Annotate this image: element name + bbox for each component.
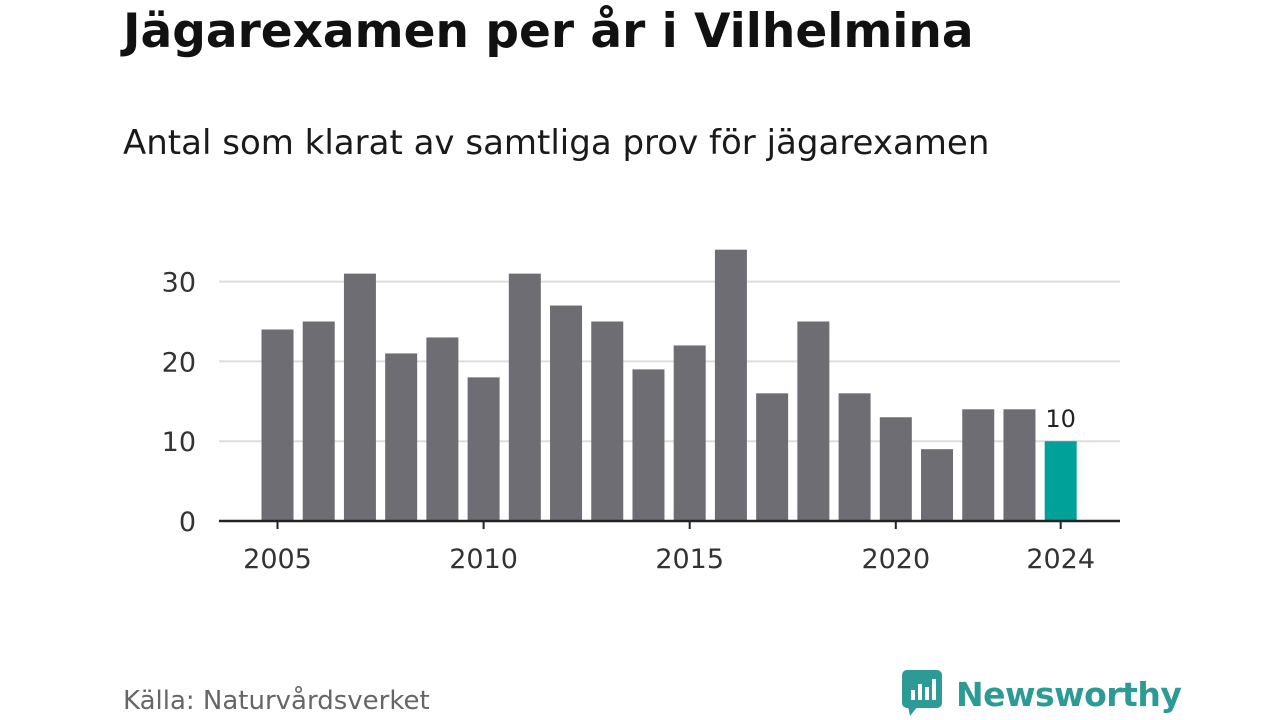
y-tick-label: 10 [162, 427, 196, 458]
x-tick-label: 2020 [861, 544, 930, 575]
bar [797, 321, 830, 521]
bar-highlight [1044, 441, 1077, 521]
bar [550, 305, 583, 521]
x-tick-label: 2015 [655, 544, 724, 575]
bar [302, 321, 335, 521]
bar [673, 345, 706, 521]
chart-title: Jägarexamen per år i Vilhelmina [123, 4, 974, 59]
y-tick-label: 30 [162, 268, 196, 299]
bar [714, 249, 747, 521]
data-label: 10 [1045, 405, 1076, 433]
brand-name: Newsworthy [956, 674, 1182, 714]
x-tick-label: 2010 [449, 544, 518, 575]
bar [879, 417, 912, 521]
bar [261, 329, 294, 521]
bar [343, 273, 376, 521]
bar [962, 409, 995, 521]
brand-logo: Newsworthy [902, 670, 1182, 718]
source-note: Källa: Naturvårdsverket [123, 686, 430, 716]
bar [1003, 409, 1036, 521]
newsworthy-logo-icon [902, 670, 942, 716]
bar [385, 353, 418, 521]
bar [426, 337, 459, 521]
bar [467, 377, 500, 521]
x-tick-label: 2005 [243, 544, 312, 575]
y-tick-label: 20 [162, 347, 196, 378]
bar [756, 393, 789, 521]
bar [838, 393, 871, 521]
bar [508, 273, 541, 521]
bar [591, 321, 624, 521]
chart-subtitle: Antal som klarat av samtliga prov för jä… [123, 123, 990, 163]
bar [632, 369, 665, 521]
bar [921, 449, 954, 521]
y-tick-label: 0 [179, 507, 196, 538]
x-tick-label: 2024 [1026, 544, 1095, 575]
